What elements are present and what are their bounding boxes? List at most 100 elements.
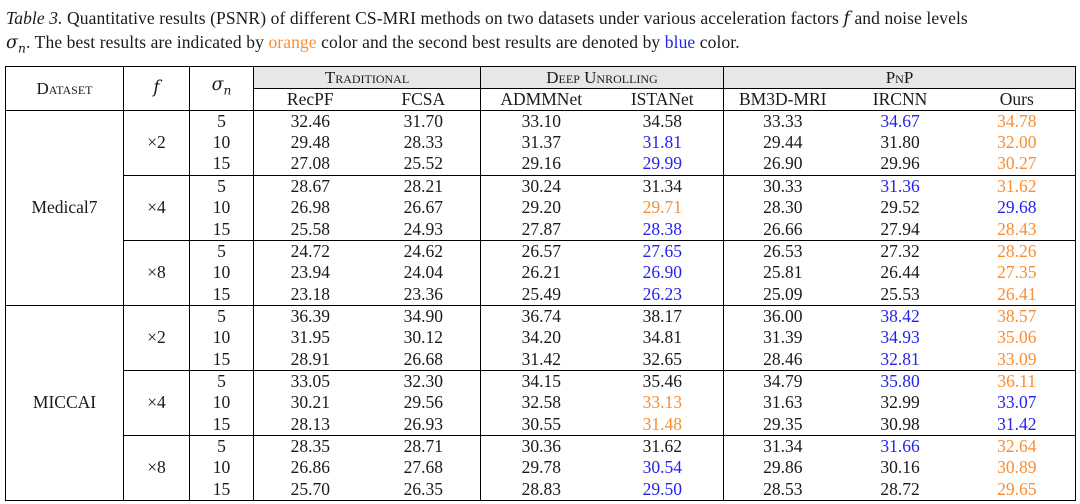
psnr-cell: 27.87	[521, 218, 561, 239]
sigma-cell: 10	[189, 196, 254, 219]
table-row: 10 26.98 26.67 29.20 29.71 28.30 29.52 2…	[6, 196, 1076, 219]
psnr-cell: 31.42	[521, 348, 561, 369]
sigma-cell: 10	[189, 131, 254, 154]
table-row: 15 23.18 23.36 25.49 26.23 25.09 25.53 2…	[6, 283, 1076, 306]
results-table: Dataset f σn Traditional Deep Unrolling …	[5, 65, 1077, 501]
f-symbol: f	[843, 9, 850, 29]
header-method-bm3d-mri: BM3D-MRI	[723, 88, 842, 111]
psnr-cell: 31.37	[521, 132, 561, 153]
psnr-cell: 36.74	[480, 304, 602, 327]
table-row: ×8 5 24.72 24.62 26.57 27.65 26.53 27.32…	[6, 239, 1076, 306]
psnr-cell: 35.46	[601, 369, 724, 392]
psnr-cell: 34.90	[366, 304, 481, 327]
header-dataset: Dataset	[5, 66, 124, 111]
psnr-cell: 25.58	[290, 218, 330, 239]
header-method-ircnn: IRCNN	[841, 88, 959, 111]
table-row: Medical7 ×2 5 32.46 31.70 33.10 34.58 33…	[5, 110, 1076, 306]
psnr-cell: 31.48	[601, 413, 724, 436]
orange-legend-word: orange	[268, 32, 317, 52]
psnr-cell: 25.70	[290, 478, 330, 499]
psnr-cell: 28.38	[601, 218, 724, 241]
psnr-cell: 30.36	[480, 434, 602, 457]
f-cell: ×4	[123, 369, 190, 436]
psnr-cell: 23.94	[290, 262, 330, 283]
psnr-cell: 26.41	[997, 283, 1037, 304]
psnr-cell: 26.93	[366, 413, 481, 436]
f-cell: ×2	[123, 110, 190, 176]
psnr-cell: 34.93	[880, 327, 920, 348]
header-method-recpf: RecPF	[253, 88, 367, 111]
psnr-cell: 26.98	[290, 197, 330, 218]
header-method-istanet: ISTANet	[601, 88, 724, 111]
psnr-cell: 31.34	[723, 434, 842, 457]
f-cell: ×8	[123, 239, 190, 306]
psnr-cell: 27.32	[841, 239, 959, 262]
psnr-cell: 31.63	[763, 392, 803, 413]
psnr-cell: 29.56	[366, 391, 481, 414]
psnr-cell: 27.65	[601, 239, 724, 262]
psnr-cell: 35.06	[997, 327, 1037, 348]
sigma-cell: 10	[189, 261, 254, 284]
psnr-cell: 29.44	[763, 132, 803, 153]
table-row: 15 27.08 25.52 29.16 29.99 26.90 29.96 3…	[6, 153, 1076, 176]
psnr-cell: 26.86	[290, 457, 330, 478]
psnr-cell: 26.23	[601, 283, 724, 306]
psnr-cell: 29.78	[521, 457, 561, 478]
psnr-cell: 35.80	[841, 369, 959, 392]
psnr-cell: 26.90	[763, 153, 803, 174]
psnr-cell: 28.67	[253, 174, 367, 197]
dataset-cell: Medical7	[5, 110, 124, 306]
sigma-cell: 15	[189, 153, 254, 176]
sigma-cell: 5	[189, 369, 254, 392]
psnr-cell: 34.20	[521, 327, 561, 348]
psnr-cell: 26.68	[366, 348, 481, 371]
psnr-cell: 24.93	[366, 218, 481, 241]
psnr-cell: 26.44	[880, 262, 920, 283]
psnr-cell: 33.05	[253, 369, 367, 392]
psnr-cell: 34.79	[723, 369, 842, 392]
blue-legend-word: blue	[664, 32, 696, 52]
psnr-cell: 32.30	[366, 369, 481, 392]
psnr-cell: 28.43	[997, 218, 1037, 239]
caption-text-2: and noise levels	[854, 8, 968, 28]
psnr-cell: 29.71	[601, 196, 724, 219]
psnr-cell: 26.53	[723, 239, 842, 262]
psnr-cell: 32.64	[958, 434, 1076, 457]
psnr-cell: 29.99	[601, 153, 724, 176]
psnr-cell: 32.46	[290, 110, 330, 131]
psnr-cell: 31.39	[763, 327, 803, 348]
method-header-row: RecPF FCSA ADMMNet ISTANet BM3D-MRI IRCN…	[6, 88, 1076, 111]
psnr-cell: 29.68	[997, 197, 1037, 218]
psnr-cell: 28.91	[290, 348, 330, 369]
psnr-cell: 27.08	[290, 153, 330, 174]
psnr-cell: 26.66	[763, 218, 803, 239]
psnr-cell: 30.27	[997, 153, 1037, 174]
caption-text-4: color and the second best results are de…	[321, 32, 661, 52]
psnr-cell: 28.26	[958, 239, 1076, 262]
psnr-cell: 28.46	[763, 348, 803, 369]
psnr-cell: 23.36	[366, 283, 481, 306]
psnr-cell: 25.53	[880, 283, 920, 304]
table-number-label: Table 3.	[6, 8, 63, 28]
psnr-cell: 29.16	[521, 153, 561, 174]
psnr-cell: 31.62	[601, 434, 724, 457]
table-row: 10 31.95 30.12 34.20 34.81 31.39 34.93 3…	[6, 326, 1076, 349]
psnr-cell: 30.33	[723, 174, 842, 197]
psnr-cell: 32.81	[880, 348, 920, 369]
psnr-cell: 31.95	[290, 327, 330, 348]
psnr-cell: 28.33	[366, 131, 481, 154]
f-cell: ×4	[123, 174, 190, 241]
psnr-cell: 30.55	[521, 413, 561, 434]
psnr-cell: 27.35	[997, 262, 1037, 283]
psnr-cell: 25.81	[763, 262, 803, 283]
psnr-cell: 38.57	[958, 304, 1076, 327]
psnr-cell: 26.57	[480, 239, 602, 262]
psnr-cell: 30.98	[880, 413, 920, 434]
sigma-cell: 5	[189, 239, 254, 262]
table-row: 10 29.48 28.33 31.37 31.81 29.44 31.80 3…	[6, 131, 1076, 154]
psnr-cell: 30.89	[997, 457, 1037, 478]
sigma-cell: 15	[189, 413, 254, 436]
table-row: ×8 5 28.35 28.71 30.36 31.62 31.34 31.66…	[6, 434, 1076, 501]
table-row: ×4 5 33.05 32.30 34.15 35.46 34.79 35.80…	[6, 369, 1076, 436]
psnr-cell: 36.39	[253, 304, 367, 327]
